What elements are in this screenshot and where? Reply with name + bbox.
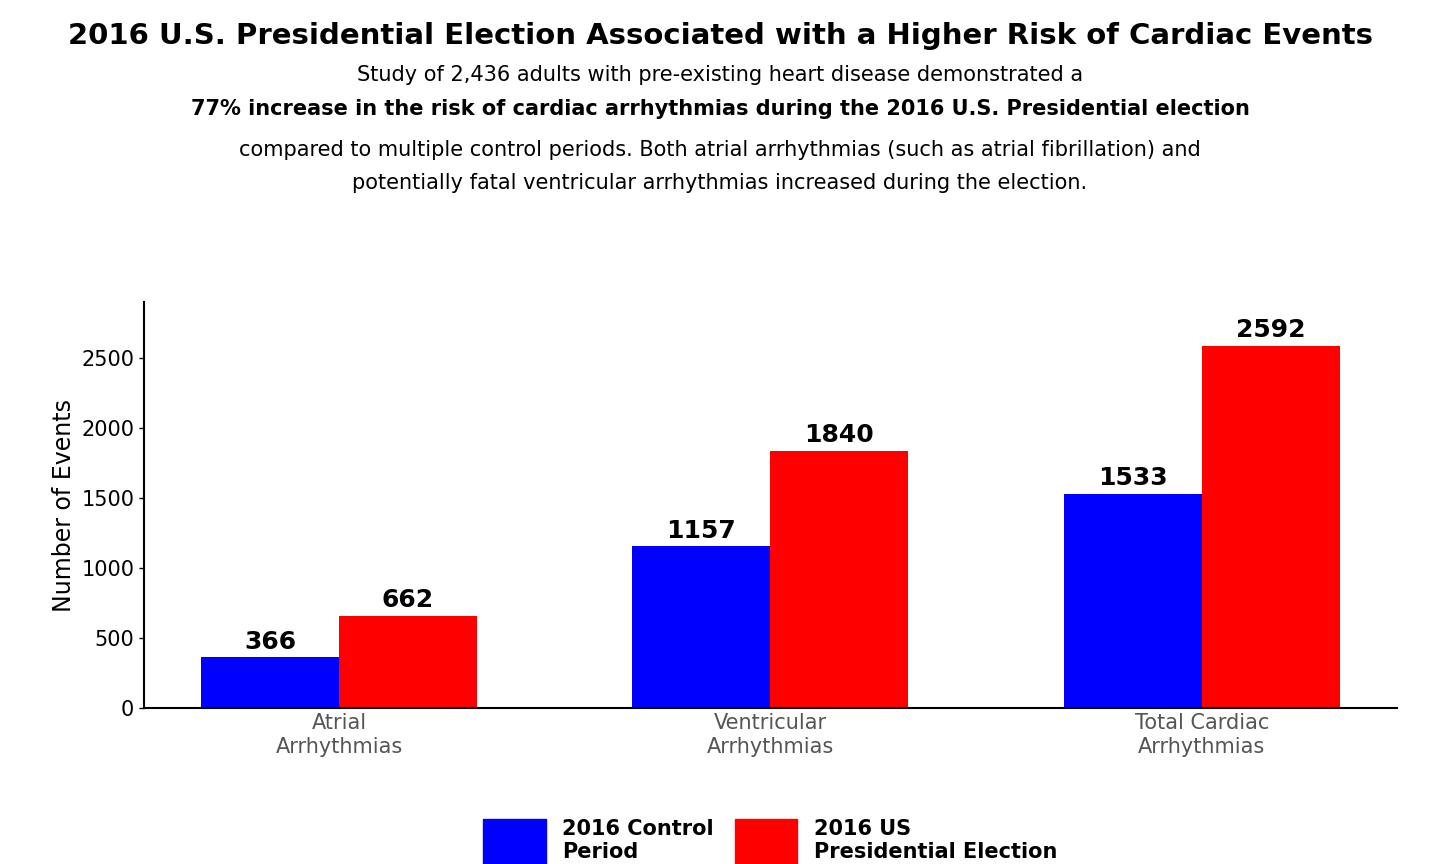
Text: Study of 2,436 adults with pre-existing heart disease demonstrated a: Study of 2,436 adults with pre-existing … bbox=[357, 65, 1083, 85]
Text: 1840: 1840 bbox=[805, 423, 874, 448]
Legend: 2016 Control
Period, 2016 US
Presidential Election: 2016 Control Period, 2016 US Presidentia… bbox=[472, 808, 1068, 864]
Text: potentially fatal ventricular arrhythmias increased during the election.: potentially fatal ventricular arrhythmia… bbox=[353, 173, 1087, 193]
Bar bbox=[632, 546, 770, 708]
Text: 662: 662 bbox=[382, 588, 433, 613]
Text: 366: 366 bbox=[243, 630, 297, 654]
Bar bbox=[202, 658, 338, 708]
Text: 2592: 2592 bbox=[1236, 318, 1306, 342]
Y-axis label: Number of Events: Number of Events bbox=[52, 399, 76, 612]
Text: 2016 U.S. Presidential Election Associated with a Higher Risk of Cardiac Events: 2016 U.S. Presidential Election Associat… bbox=[68, 22, 1372, 49]
Text: compared to multiple control periods. Both atrial arrhythmias (such as atrial fi: compared to multiple control periods. Bo… bbox=[239, 140, 1201, 160]
Bar bbox=[770, 451, 909, 708]
Bar bbox=[1202, 346, 1339, 708]
Text: 1157: 1157 bbox=[667, 519, 736, 543]
Bar bbox=[1064, 494, 1202, 708]
Text: 1533: 1533 bbox=[1097, 467, 1168, 490]
Bar bbox=[338, 616, 477, 708]
Text: 77% increase in the risk of cardiac arrhythmias during the 2016 U.S. Presidentia: 77% increase in the risk of cardiac arrh… bbox=[190, 99, 1250, 119]
